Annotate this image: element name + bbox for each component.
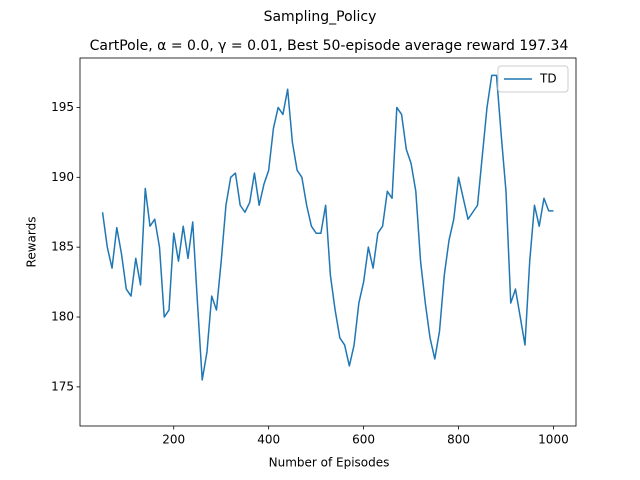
legend-box: [497, 65, 569, 93]
y-tick-label: 175: [51, 379, 74, 393]
x-tick-label: 800: [447, 433, 470, 447]
x-tick-label: 1000: [538, 433, 569, 447]
y-axis-label: Rewards: [25, 217, 39, 268]
x-tick-label: 600: [352, 433, 375, 447]
x-axis-label: Number of Episodes: [269, 456, 390, 470]
y-tick-label: 180: [51, 310, 74, 324]
y-tick-label: 195: [51, 100, 74, 114]
line-series: [101, 74, 554, 381]
suptitle: Sampling_Policy: [264, 9, 377, 25]
plot-frame: [79, 57, 577, 427]
y-tick-label: 190: [51, 170, 74, 184]
x-tick-label: 400: [257, 433, 280, 447]
chart-title: CartPole, α = 0.0, γ = 0.01, Best 50-epi…: [90, 38, 569, 54]
y-tick-label: 185: [51, 240, 74, 254]
x-tick-label: 200: [162, 433, 185, 447]
legend-label: TD: [539, 72, 557, 86]
